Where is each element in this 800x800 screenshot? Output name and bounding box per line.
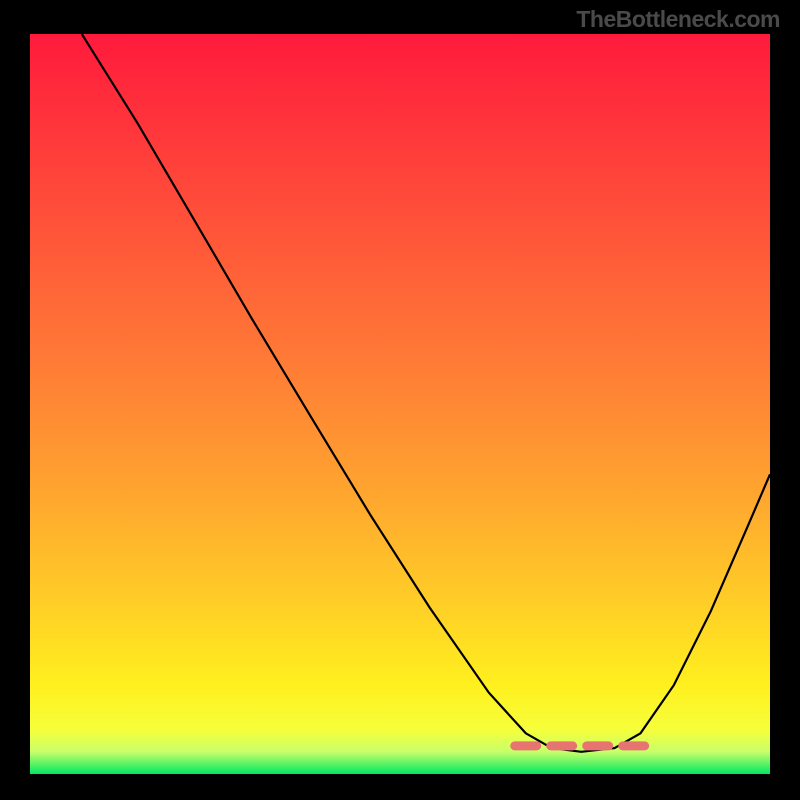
- curve-layer: [30, 34, 770, 774]
- bottleneck-curve: [82, 34, 770, 752]
- plot-area: [30, 34, 770, 774]
- watermark-text: TheBottleneck.com: [576, 6, 780, 33]
- chart-container: TheBottleneck.com: [0, 0, 800, 800]
